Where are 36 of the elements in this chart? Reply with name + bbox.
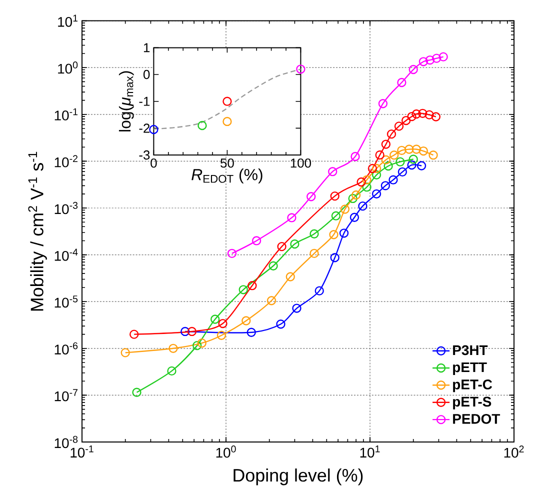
point xyxy=(222,96,232,106)
y-tick-label: 10$^{-3}$ xyxy=(54,202,78,214)
y-axis-title: Mobility / cm$^{2}$ V$^{-1}$ s$^{-1}$ xyxy=(28,152,47,311)
x-axis-title: R$_{EDOT}$ (%) xyxy=(192,168,262,184)
y-tick-label: -1 xyxy=(139,96,150,106)
x-tick-label: 10$^{-1}$ xyxy=(70,446,94,458)
y-tick-label: 1 xyxy=(144,43,150,52)
legend-label: pET-S xyxy=(453,396,492,410)
y-tick-label: 0 xyxy=(143,70,150,80)
legend-label: PEDOT xyxy=(453,414,500,424)
y-tick-label: -3 xyxy=(139,150,150,160)
legend-label: pET-C xyxy=(453,380,492,392)
y-tick-label: 10$^{-2}$ xyxy=(54,155,78,168)
y-tick-label: 10$^{-6}$ xyxy=(54,342,78,354)
y-tick-label: 10$^{-5}$ xyxy=(54,296,78,308)
legend-label: P3HT xyxy=(453,345,488,356)
point xyxy=(149,124,158,134)
y-tick-label: 10$^{0}$ xyxy=(58,62,78,74)
point xyxy=(222,116,232,126)
y-tick-label: 10$^{-8}$ xyxy=(54,436,78,448)
x-tick-label: 100 xyxy=(290,158,312,168)
y-tick-label: 10$^{1}$ xyxy=(58,14,78,27)
y-tick-label: 10$^{-4}$ xyxy=(54,248,78,261)
y-tick-label: 10$^{-1}$ xyxy=(54,108,78,120)
x-tick-label: 10$^{0}$ xyxy=(216,446,236,458)
x-tick-label: 10$^{2}$ xyxy=(504,446,524,458)
x-tick-label: 50 xyxy=(220,158,234,168)
y-tick-label: -2 xyxy=(139,124,150,133)
x-axis-title: Doping level (%) xyxy=(234,468,363,486)
legend-label: pETT xyxy=(453,362,487,375)
line-series xyxy=(153,68,302,130)
x-tick-label: 10$^{1}$ xyxy=(360,446,380,458)
y-tick-label: 10$^{-7}$ xyxy=(54,389,78,402)
point xyxy=(296,64,306,74)
point xyxy=(198,120,207,130)
x-tick-label: 0 xyxy=(150,158,157,168)
